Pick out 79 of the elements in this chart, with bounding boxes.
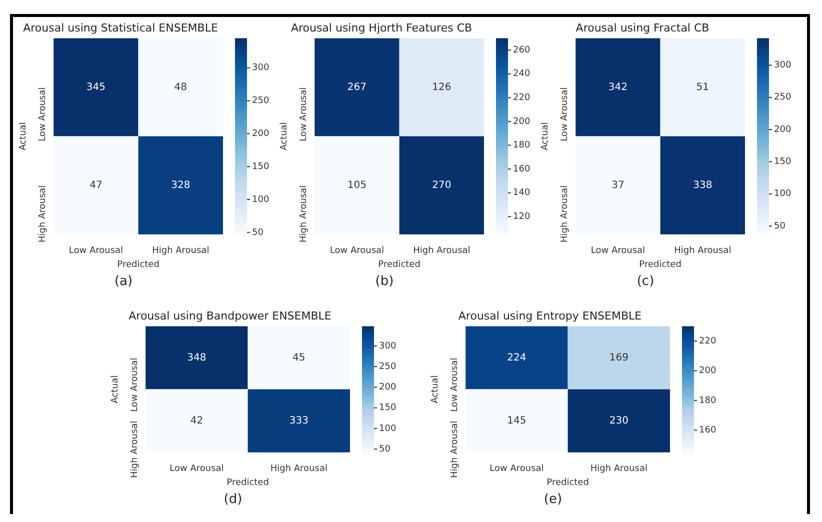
x-axis-title: Predicted [546,478,589,488]
color-bar-label: 200 [379,382,396,393]
x-tick-label: High Arousal [590,464,648,474]
chart-title: Arousal using Bandpower ENSEMBLE [128,309,332,322]
color-bar-label: 150 [252,162,270,172]
data-label: 51 [696,82,710,93]
color-bar-label: 200 [252,129,270,140]
data-label: 42 [190,415,204,426]
text: (c) [636,274,656,289]
y-axis-title: Actual [18,122,29,150]
x-tick-label: Low Arousal [590,246,646,256]
data-label: 342 [608,82,628,93]
color-bar-label: 250 [774,92,792,103]
data-label: 48 [174,82,188,93]
color-bar-label: 300 [379,341,396,352]
color-bar-label: 300 [252,63,270,74]
x-tick-label: Low Arousal [68,246,124,256]
data-label: 338 [693,180,712,191]
color-bar-label: 260 [513,45,530,56]
color-bar-label: 120 [513,212,530,222]
color-bar-label: 180 [699,396,716,406]
color-bar-label: 180 [513,140,530,151]
x-axis-title: Predicted [226,478,269,488]
data-label: 47 [90,180,102,191]
x-tick-label: Low Arousal [330,246,384,256]
color-bar-label: 200 [774,124,792,135]
color-bar-label: 250 [252,96,270,106]
data-label: 267 [347,82,366,93]
chart-title: Arousal using Hjorth Features CB [290,21,472,34]
data-label: 345 [86,82,106,93]
x-tick-label: High Arousal [152,246,210,256]
color-bar-label: 300 [774,60,792,71]
x-tick-label: High Arousal [674,246,732,256]
x-axis-title: Predicted [378,260,420,270]
data-label: 45 [292,352,306,364]
x-tick-label: Low Arousal [490,464,544,474]
chart-title: Arousal using Entropy ENSEMBLE [458,309,642,322]
text: (e) [544,492,564,507]
y-axis-title: Actual [430,375,441,404]
x-axis-title: Predicted [639,260,682,270]
color-bar-label: 250 [379,362,396,372]
color-bar-label: 240 [513,69,530,80]
x-tick-label: High Arousal [413,246,470,256]
data-label: 126 [432,82,452,93]
color-bar-label: 160 [513,164,530,174]
y-axis-title: Actual [280,122,290,150]
color-bar-label: 220 [513,93,530,103]
color-bar-label: 200 [513,116,530,127]
data-label: 105 [347,180,366,191]
x-tick-label: Low Arousal [170,464,224,474]
color-bar-label: 140 [513,188,530,198]
data-label: 328 [171,180,190,191]
x-axis-title: Predicted [117,260,160,270]
y-axis-title: Actual [110,375,121,404]
data-label: 270 [432,180,452,191]
data-label: 224 [507,352,526,364]
color-bar-label: 100 [774,189,792,200]
data-label: 333 [289,415,308,426]
color-bar-label: 150 [774,157,792,168]
color-bar-label: 200 [699,366,716,376]
color-bar-label: 220 [699,336,716,346]
data-label: 169 [609,352,628,364]
color-bar-label: 150 [379,403,396,414]
chart-title: Arousal using Fractal CB [576,21,710,34]
color-bar-label: 50 [252,228,264,238]
text: (b) [375,274,395,289]
data-label: 348 [187,352,206,364]
y-axis-title: Actual [540,122,551,150]
color-bar-label: 50 [774,221,786,232]
color-bar-label: 100 [252,194,270,205]
color-bar-label: 100 [379,424,396,434]
color-bar-label: 50 [379,444,391,454]
text: (a) [114,274,134,289]
data-label: 37 [612,180,624,191]
color-bar-label: 160 [699,425,716,436]
text: (d) [224,492,244,507]
data-label: 145 [507,415,526,426]
data-label: 230 [609,415,628,426]
chart-title: Arousal using Statistical ENSEMBLE [23,21,218,34]
